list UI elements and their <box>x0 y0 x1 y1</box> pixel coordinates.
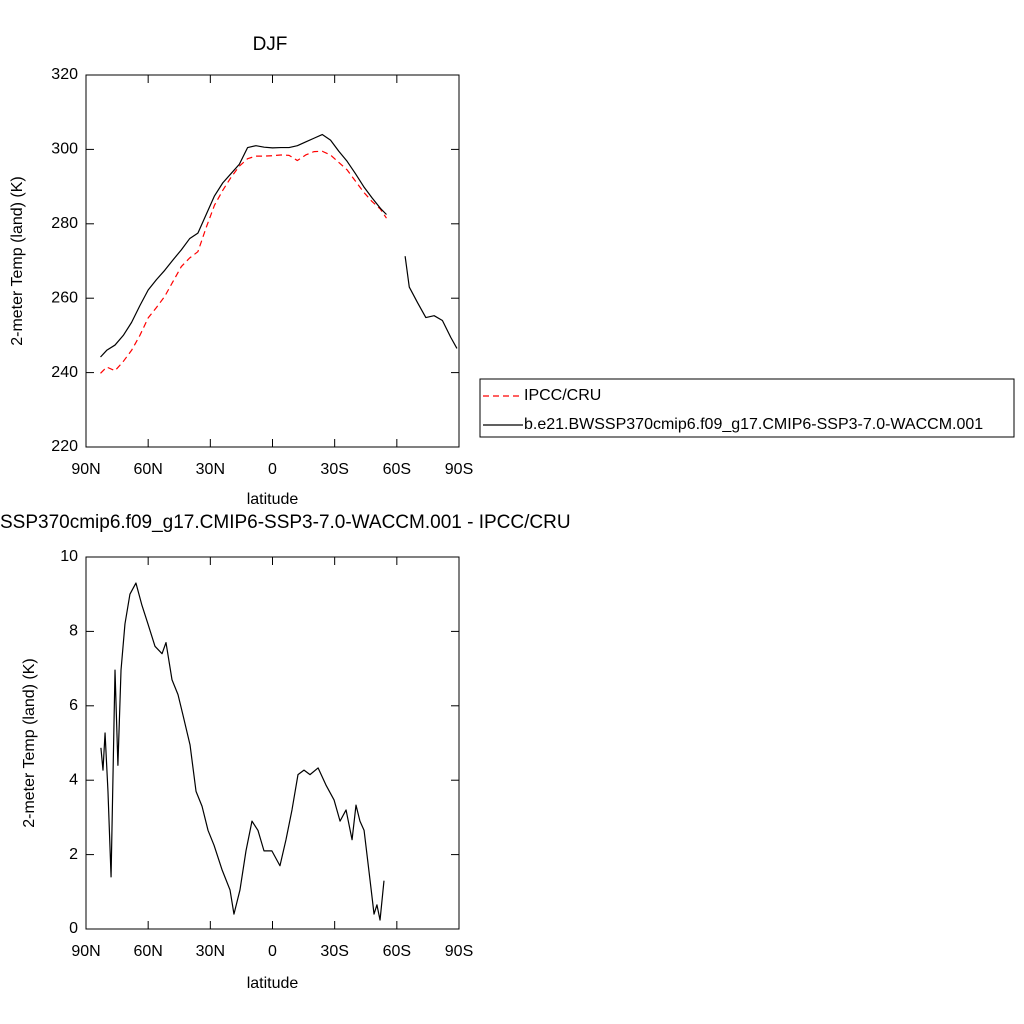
chart-title: DJF <box>253 34 288 55</box>
y-tick-label: 220 <box>51 438 78 455</box>
y-tick-label: 4 <box>69 771 78 788</box>
x-tick-label: 90N <box>71 461 100 478</box>
y-tick-label: 240 <box>51 364 78 381</box>
y-axis-label: 2-meter Temp (land) (K) <box>21 658 38 828</box>
y-tick-label: 6 <box>69 697 78 714</box>
x-tick-label: 60S <box>383 943 411 960</box>
y-tick-label: 260 <box>51 289 78 306</box>
x-axis-label: latitude <box>247 975 299 992</box>
x-tick-label: 30N <box>196 461 225 478</box>
y-tick-label: 320 <box>51 66 78 83</box>
data-line <box>100 133 458 358</box>
x-tick-label: 60N <box>133 943 162 960</box>
y-tick-label: 8 <box>69 623 78 640</box>
chart-title: SSP370cmip6.f09_g17.CMIP6-SSP3-7.0-WACCM… <box>0 512 571 533</box>
y-axis-label: 2-meter Temp (land) (K) <box>9 176 26 346</box>
x-tick-label: 90S <box>445 461 473 478</box>
legend-label: b.e21.BWSSP370cmip6.f09_g17.CMIP6-SSP3-7… <box>524 416 983 433</box>
data-line <box>100 582 385 921</box>
x-axis-label: latitude <box>247 491 299 508</box>
y-tick-label: 10 <box>60 548 78 565</box>
x-tick-label: 90S <box>445 943 473 960</box>
y-tick-label: 300 <box>51 141 78 158</box>
y-tick-label: 0 <box>69 920 78 937</box>
data-line <box>100 150 387 374</box>
x-tick-label: 30S <box>320 461 348 478</box>
y-tick-label: 2 <box>69 846 78 863</box>
x-tick-label: 90N <box>71 943 100 960</box>
x-tick-label: 30N <box>196 943 225 960</box>
x-tick-label: 30S <box>320 943 348 960</box>
legend-box <box>479 378 1015 438</box>
plot-frame <box>85 556 460 930</box>
x-tick-label: 0 <box>268 943 277 960</box>
legend-label: IPCC/CRU <box>524 387 601 404</box>
plot-frame <box>85 74 460 448</box>
x-tick-label: 0 <box>268 461 277 478</box>
y-tick-label: 280 <box>51 215 78 232</box>
x-tick-label: 60N <box>133 461 162 478</box>
x-tick-label: 60S <box>383 461 411 478</box>
